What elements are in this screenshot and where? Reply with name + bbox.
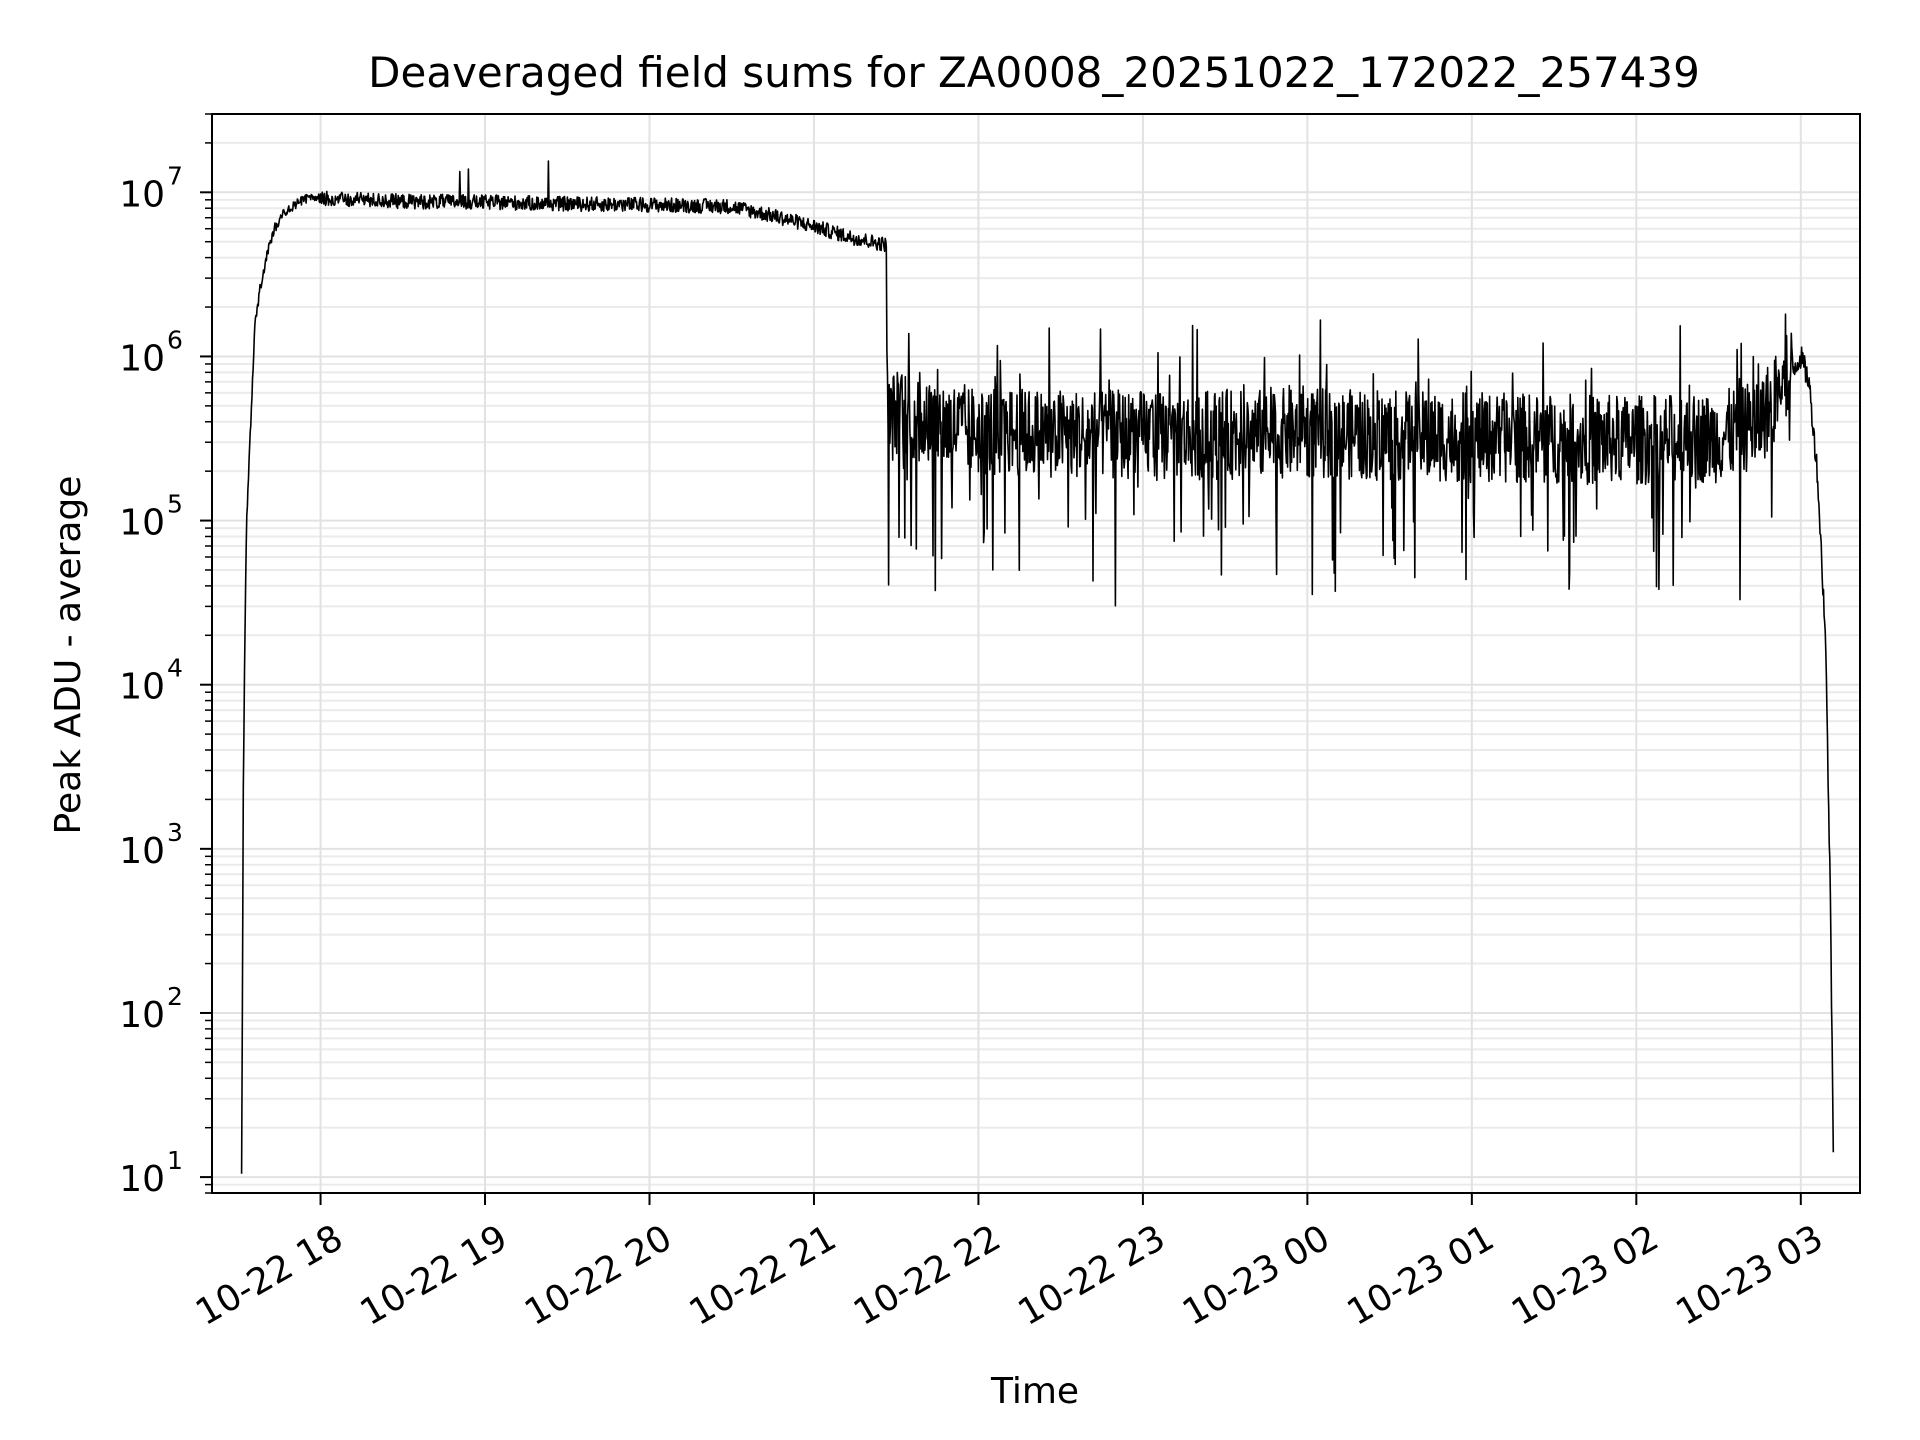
y-axis-label: Peak ADU - average xyxy=(48,476,89,835)
y-tick-label: 10 xyxy=(119,503,165,544)
y-tick-label-exponent: 7 xyxy=(167,161,183,190)
y-tick-label: 10 xyxy=(119,995,165,1036)
y-tick-label-exponent: 4 xyxy=(167,654,183,683)
y-tick-label: 10 xyxy=(119,1159,165,1200)
chart-title: Deaveraged field sums for ZA0008_2025102… xyxy=(368,48,1700,97)
y-tick-label-exponent: 3 xyxy=(167,818,183,847)
y-tick-label: 10 xyxy=(119,831,165,872)
y-tick-label-exponent: 2 xyxy=(167,982,183,1011)
series-line xyxy=(240,160,1835,1174)
series-layer xyxy=(240,160,1835,1174)
plot-frame xyxy=(211,113,1861,1194)
y-tick-label: 10 xyxy=(119,338,165,379)
y-tick-label: 10 xyxy=(119,174,165,215)
y-tick-label: 10 xyxy=(119,667,165,708)
y-tick-label-exponent: 1 xyxy=(167,1146,183,1175)
x-axis-label: Time xyxy=(990,1371,1079,1412)
y-tick-label-exponent: 6 xyxy=(167,325,183,354)
y-tick-label-exponent: 5 xyxy=(167,490,183,519)
